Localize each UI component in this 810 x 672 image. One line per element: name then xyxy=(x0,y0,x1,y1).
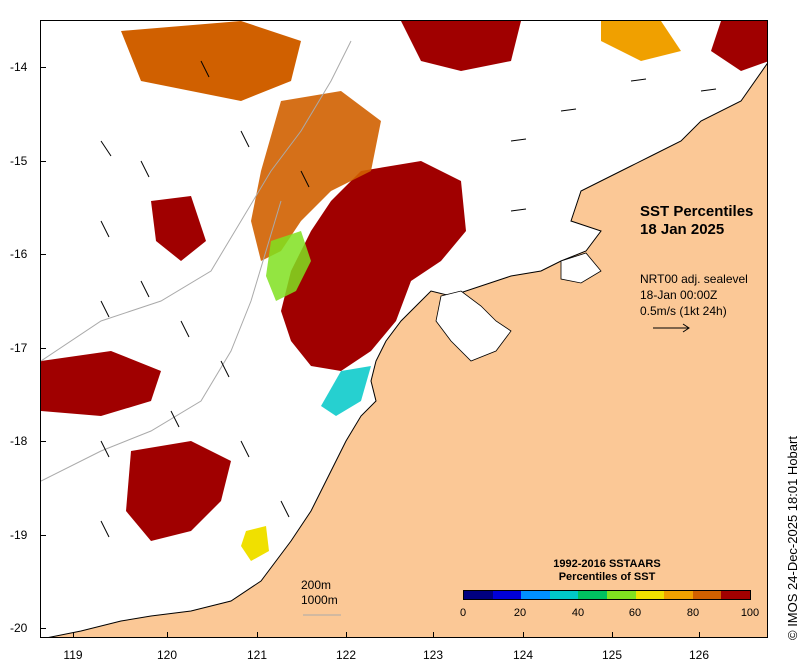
sst-shelf-mix xyxy=(266,231,311,301)
sst-midwest-hot xyxy=(151,196,206,261)
wind-scale-arrow xyxy=(653,323,690,333)
sst-hot-core xyxy=(281,161,466,371)
legend-title: 1992-2016 SSTAARS Percentiles of SST xyxy=(463,558,751,584)
lat-tick xyxy=(40,535,46,536)
lat-tick xyxy=(40,254,46,255)
wind-info: NRT00 adj. sealevel 18-Jan 00:00Z 0.5m/s… xyxy=(640,271,748,319)
bay xyxy=(560,252,602,284)
legend-swatch xyxy=(492,591,522,599)
legend-swatch xyxy=(578,591,607,599)
legend-tick: 100 xyxy=(740,607,760,619)
lon-tick xyxy=(433,632,434,638)
land-mass xyxy=(48,62,767,637)
lat-tick xyxy=(40,348,46,349)
contour-1000m xyxy=(41,200,282,482)
legend-swatch xyxy=(635,591,665,599)
depth-1000m-label: 1000m xyxy=(301,593,338,607)
lon-label: 120 xyxy=(156,648,178,662)
lat-label: -16 xyxy=(10,247,28,261)
lon-label: 124 xyxy=(512,648,534,662)
lat-label: -18 xyxy=(10,434,28,448)
lat-tick xyxy=(40,441,46,442)
legend-swatch xyxy=(721,591,750,599)
legend-tick: 0 xyxy=(459,607,467,619)
lat-label: -15 xyxy=(10,154,28,168)
legend-colorbar xyxy=(463,590,751,600)
map-panel xyxy=(40,20,768,638)
lon-tick xyxy=(346,632,347,638)
lat-label: -14 xyxy=(10,60,28,74)
lon-tick xyxy=(612,632,613,638)
wind-time: 18-Jan 00:00Z xyxy=(640,288,718,302)
contour-200m xyxy=(41,40,352,362)
lat-label: -20 xyxy=(10,621,28,635)
sst-northeast-hot xyxy=(401,21,521,71)
lon-label: 119 xyxy=(63,648,83,662)
lat-tick xyxy=(40,67,46,68)
legend-title-line2: Percentiles of SST xyxy=(558,571,656,583)
depth-200m-label: 200m xyxy=(301,578,332,592)
map-title-line1: SST Percentiles xyxy=(640,203,754,220)
lat-tick xyxy=(40,161,46,162)
sst-west-hot xyxy=(41,351,161,416)
coastal-inlets xyxy=(435,290,512,362)
sst-sw-hot xyxy=(126,441,231,541)
legend-tick: 60 xyxy=(628,607,642,619)
sst-north-warm xyxy=(121,21,301,101)
legend-swatch xyxy=(606,591,636,599)
legend-swatch xyxy=(692,591,722,599)
depth-contour-legend: 200m 1000m xyxy=(301,578,338,608)
legend-swatch xyxy=(521,591,550,599)
lon-label: 125 xyxy=(601,648,623,662)
legend-swatch xyxy=(464,591,493,599)
wind-arrows xyxy=(100,60,717,538)
map-canvas xyxy=(41,21,767,637)
legend-tick: 20 xyxy=(513,607,527,619)
sst-coastal-cool xyxy=(321,366,371,416)
map-title-line2: 18 Jan 2025 xyxy=(640,221,725,238)
wind-source: NRT00 adj. sealevel xyxy=(640,272,748,286)
lon-label: 122 xyxy=(335,648,357,662)
lon-label: 121 xyxy=(246,648,268,662)
lon-tick xyxy=(167,632,168,638)
wind-scale: 0.5m/s (1kt 24h) xyxy=(640,304,727,318)
map-title: SST Percentiles 18 Jan 2025 xyxy=(640,203,753,239)
credit-text: © IMOS 24-Dec-2025 18:01 Hobart xyxy=(785,436,800,640)
lat-label: -17 xyxy=(10,341,28,355)
lon-label: 123 xyxy=(422,648,444,662)
legend-tick: 40 xyxy=(571,607,585,619)
lat-tick xyxy=(40,628,46,629)
sst-yellow-patch xyxy=(241,526,269,561)
sst-orange-ne xyxy=(601,21,681,61)
sst-ne-corner xyxy=(711,21,767,71)
lon-tick xyxy=(523,632,524,638)
lon-tick xyxy=(699,632,700,638)
legend-title-line1: 1992-2016 SSTAARS xyxy=(553,558,661,570)
lon-tick xyxy=(73,632,74,638)
lat-label: -19 xyxy=(10,528,28,542)
lon-tick xyxy=(257,632,258,638)
legend-swatch xyxy=(549,591,579,599)
legend-swatch xyxy=(664,591,693,599)
lon-label: 126 xyxy=(688,648,710,662)
sst-warm-band xyxy=(251,91,381,261)
legend-tick: 80 xyxy=(686,607,700,619)
